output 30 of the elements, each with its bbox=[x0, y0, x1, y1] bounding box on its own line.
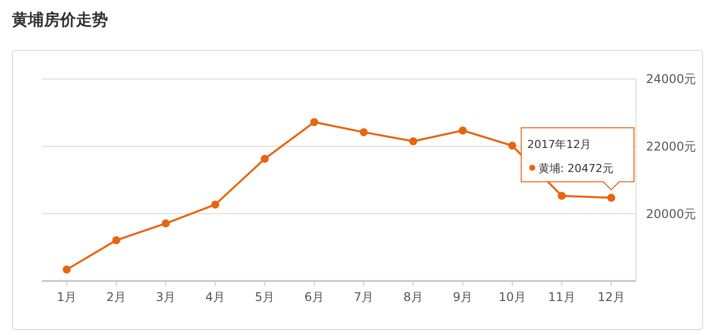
x-tick-label: 6月 bbox=[304, 290, 324, 304]
x-tick-label: 11月 bbox=[548, 290, 576, 304]
y-tick-label: 20000元 bbox=[646, 206, 696, 221]
x-tick-label: 12月 bbox=[598, 290, 625, 304]
x-tick-label: 3月 bbox=[156, 290, 176, 304]
point bbox=[409, 137, 418, 146]
point bbox=[112, 236, 120, 244]
point bbox=[607, 194, 616, 202]
point bbox=[558, 192, 566, 200]
point bbox=[162, 219, 170, 228]
x-tick-label: 7月 bbox=[354, 290, 374, 304]
point bbox=[360, 128, 368, 136]
y-tick-label: 22000元 bbox=[646, 140, 696, 154]
point bbox=[211, 200, 220, 209]
point bbox=[458, 126, 467, 135]
x-tick-label: 1月 bbox=[56, 290, 77, 304]
x-tick-label: 5月 bbox=[254, 290, 275, 304]
x-tick-label: 2月 bbox=[106, 290, 126, 304]
point bbox=[508, 142, 516, 150]
y-tick-label: 24000元 bbox=[646, 72, 696, 86]
point bbox=[62, 266, 71, 274]
x-tick-label: 4月 bbox=[205, 290, 226, 304]
point bbox=[260, 154, 269, 163]
x-tick-label: 8月 bbox=[403, 290, 424, 304]
x-tick-label: 9月 bbox=[452, 290, 473, 304]
x-tick-label: 10月 bbox=[498, 290, 526, 304]
annotation: 2017年12月 bbox=[527, 138, 592, 151]
chart-title: 黄埔房价走势 bbox=[11, 10, 108, 29]
annotation: 黄埔: 20472元 bbox=[538, 162, 614, 175]
point bbox=[310, 118, 318, 126]
